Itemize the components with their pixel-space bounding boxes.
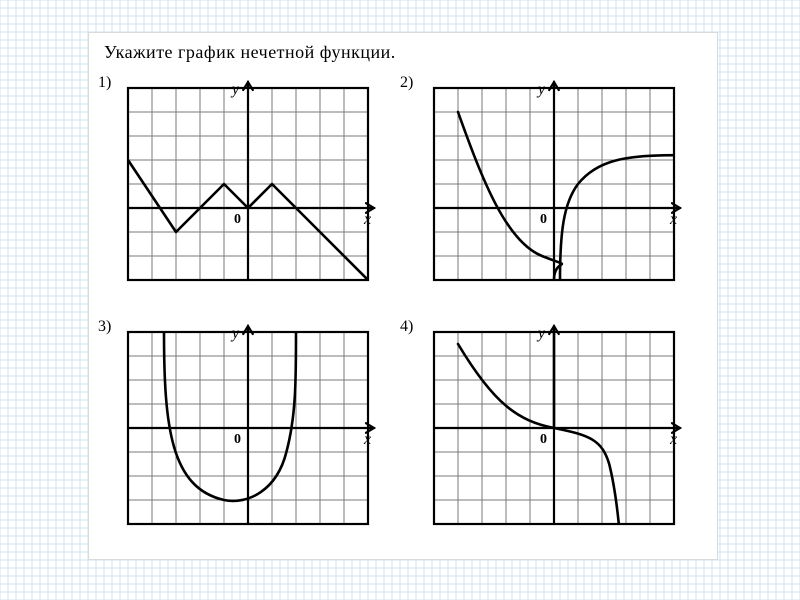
- svg-text:0: 0: [234, 432, 241, 447]
- chart-4: y x 0: [424, 322, 686, 532]
- svg-text:0: 0: [540, 212, 547, 227]
- svg-text:y: y: [230, 81, 240, 98]
- panel-label-1: 1): [98, 74, 111, 92]
- panel-label-2: 2): [400, 74, 413, 92]
- svg-text:y: y: [536, 81, 546, 98]
- chart-3: y x 0: [118, 322, 380, 532]
- svg-text:0: 0: [234, 212, 241, 227]
- panel-label-4: 4): [400, 318, 413, 336]
- question-title: Укажите график нечетной функции.: [104, 42, 396, 63]
- svg-text:x: x: [669, 431, 677, 448]
- svg-text:0: 0: [540, 432, 547, 447]
- chart-2: y x 0: [424, 78, 686, 288]
- svg-text:x: x: [669, 211, 677, 228]
- svg-text:x: x: [363, 431, 371, 448]
- svg-text:x: x: [363, 211, 371, 228]
- chart-1: y x 0: [118, 78, 380, 288]
- panel-label-3: 3): [98, 318, 111, 336]
- svg-text:y: y: [536, 325, 546, 342]
- svg-text:y: y: [230, 325, 240, 342]
